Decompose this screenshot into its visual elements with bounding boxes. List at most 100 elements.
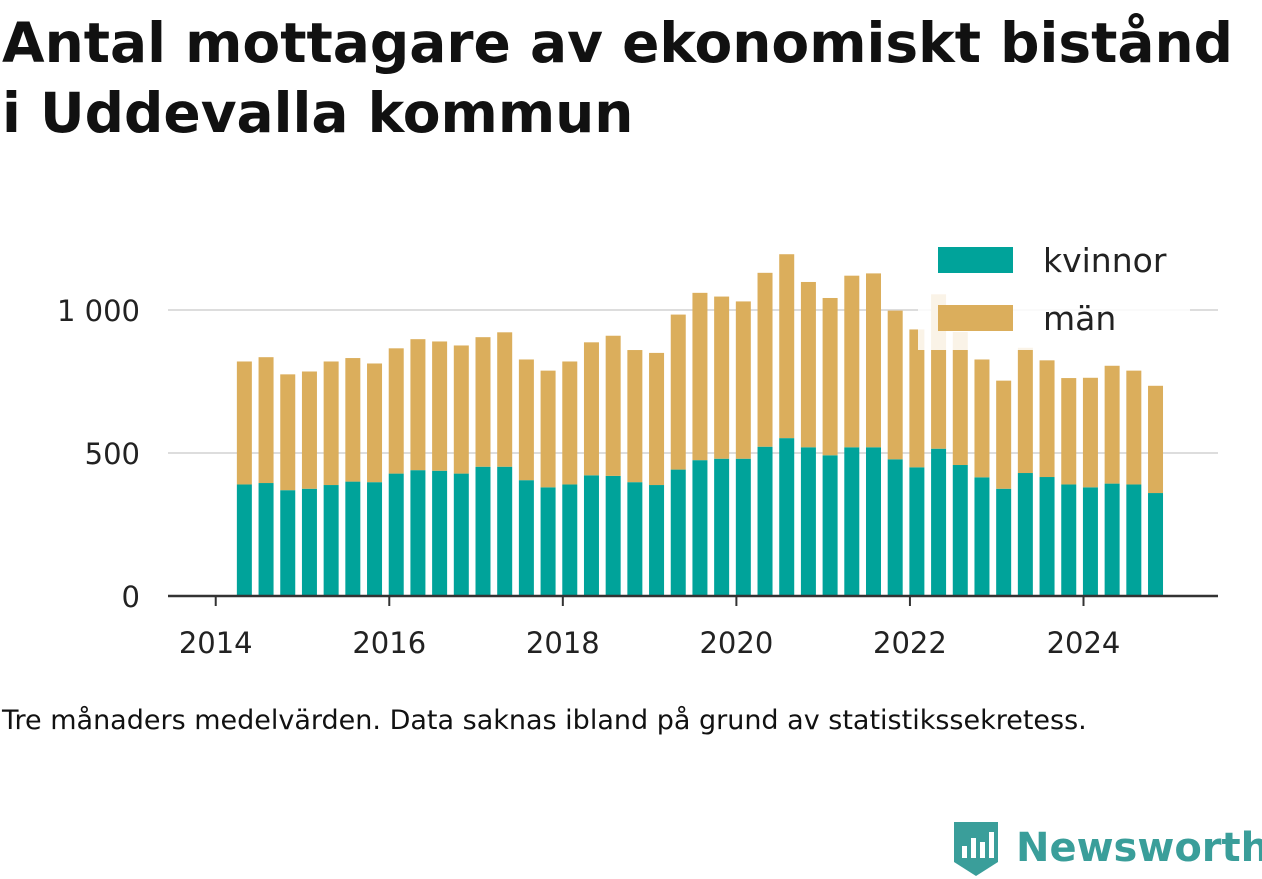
bar-kvinnor xyxy=(432,470,448,596)
newsworthy-logo: Newsworthy xyxy=(950,818,1262,878)
bar-kvinnor xyxy=(605,475,621,596)
bar-man xyxy=(540,370,556,488)
bar-man xyxy=(1039,360,1055,478)
bar-man xyxy=(497,332,513,467)
bar-kvinnor xyxy=(627,482,643,596)
bar-kvinnor xyxy=(258,483,274,596)
bar-kvinnor xyxy=(692,460,708,596)
bar-kvinnor xyxy=(388,473,404,596)
bar-kvinnor xyxy=(236,484,252,596)
bar-man xyxy=(562,361,578,485)
newsworthy-logo-icon xyxy=(954,822,998,876)
bar-man xyxy=(388,348,404,474)
bar-man xyxy=(692,292,708,461)
legend-label: kvinnor xyxy=(1043,241,1167,280)
bar-man xyxy=(865,273,881,448)
bar-kvinnor xyxy=(540,487,556,596)
x-tick-label: 2020 xyxy=(699,626,773,660)
bar-kvinnor xyxy=(367,482,383,596)
bar-man xyxy=(301,371,317,489)
y-tick-label: 500 xyxy=(85,437,140,471)
bar-man xyxy=(627,350,643,483)
chart-title: Antal mottagare av ekonomiskt bistånd i … xyxy=(2,11,1234,145)
bar-kvinnor xyxy=(1104,483,1120,596)
bar-man xyxy=(735,301,751,459)
bar-man xyxy=(583,342,599,476)
bar-man xyxy=(649,352,665,486)
x-tick-label: 2014 xyxy=(179,626,253,660)
bar-man xyxy=(367,363,383,483)
bar-kvinnor xyxy=(974,477,990,596)
legend: kvinnor män xyxy=(918,232,1190,350)
bar-man xyxy=(714,296,730,459)
bar-kvinnor xyxy=(1017,473,1033,596)
bar-kvinnor xyxy=(410,470,426,596)
x-tick-label: 2022 xyxy=(873,626,947,660)
bar-man xyxy=(974,359,990,478)
bar-kvinnor xyxy=(649,485,665,596)
bar-man xyxy=(779,254,795,439)
bar-kvinnor xyxy=(800,447,816,596)
x-tick-label: 2024 xyxy=(1047,626,1121,660)
bar-kvinnor xyxy=(909,467,925,596)
bar-kvinnor xyxy=(735,458,751,596)
bar-man xyxy=(258,357,274,484)
bar-kvinnor xyxy=(453,473,469,596)
bar-kvinnor xyxy=(1061,484,1077,596)
chart-note: Tre månaders medelvärden. Data saknas ib… xyxy=(2,705,1087,736)
bar-man xyxy=(1061,378,1077,485)
bar-man xyxy=(909,329,925,468)
y-tick-label: 0 xyxy=(122,580,140,614)
axes: 0 500 1 000 2014 2016 2018 2020 2022 2024 xyxy=(57,294,1218,660)
bar-kvinnor xyxy=(280,490,296,596)
bar-man xyxy=(952,332,968,466)
bar-man xyxy=(887,310,903,460)
bar-kvinnor xyxy=(757,446,773,596)
legend-label: män xyxy=(1043,299,1116,338)
bar-kvinnor xyxy=(475,466,491,596)
bar-kvinnor xyxy=(865,447,881,596)
y-tick-label: 1 000 xyxy=(57,294,140,328)
bar-kvinnor xyxy=(779,438,795,596)
bar-kvinnor xyxy=(583,475,599,596)
bar-man xyxy=(800,281,816,448)
bar-kvinnor xyxy=(887,459,903,596)
bar-man xyxy=(236,361,252,485)
bar-man xyxy=(1104,365,1120,484)
bar-kvinnor xyxy=(670,469,686,596)
bar-man xyxy=(410,339,426,471)
bar-man xyxy=(844,275,860,448)
bar-kvinnor xyxy=(996,488,1012,596)
bar-man xyxy=(1148,385,1164,494)
bar-man xyxy=(280,374,296,491)
bar-kvinnor xyxy=(301,488,317,596)
legend-swatch xyxy=(938,305,1013,331)
bar-man xyxy=(996,380,1012,489)
bar-man xyxy=(323,361,339,486)
bar-man xyxy=(345,358,361,482)
bar-kvinnor xyxy=(497,466,513,596)
legend-swatch xyxy=(938,247,1013,273)
x-tick-label: 2016 xyxy=(352,626,426,660)
bar-kvinnor xyxy=(714,458,730,596)
bar-kvinnor xyxy=(1039,477,1055,596)
bar-kvinnor xyxy=(1148,493,1164,596)
bar-man xyxy=(432,341,448,471)
bar-man xyxy=(605,335,621,476)
bar-kvinnor xyxy=(345,481,361,596)
bar-kvinnor xyxy=(1082,487,1098,596)
bar-kvinnor xyxy=(822,455,838,596)
bar-chart: 0 500 1 000 2014 2016 2018 2020 2022 2024 kvinno… xyxy=(56,232,1218,660)
bar-man xyxy=(475,337,491,467)
bar-kvinnor xyxy=(844,447,860,596)
x-tick-label: 2018 xyxy=(526,626,600,660)
brand-name: Newsworthy xyxy=(1016,825,1262,871)
bar-man xyxy=(1017,347,1033,474)
bars xyxy=(236,254,1164,596)
bar-kvinnor xyxy=(562,484,578,596)
bar-man xyxy=(453,345,469,474)
bar-kvinnor xyxy=(1126,484,1142,596)
bar-man xyxy=(670,314,686,470)
bar-man xyxy=(757,272,773,447)
bar-kvinnor xyxy=(323,485,339,596)
